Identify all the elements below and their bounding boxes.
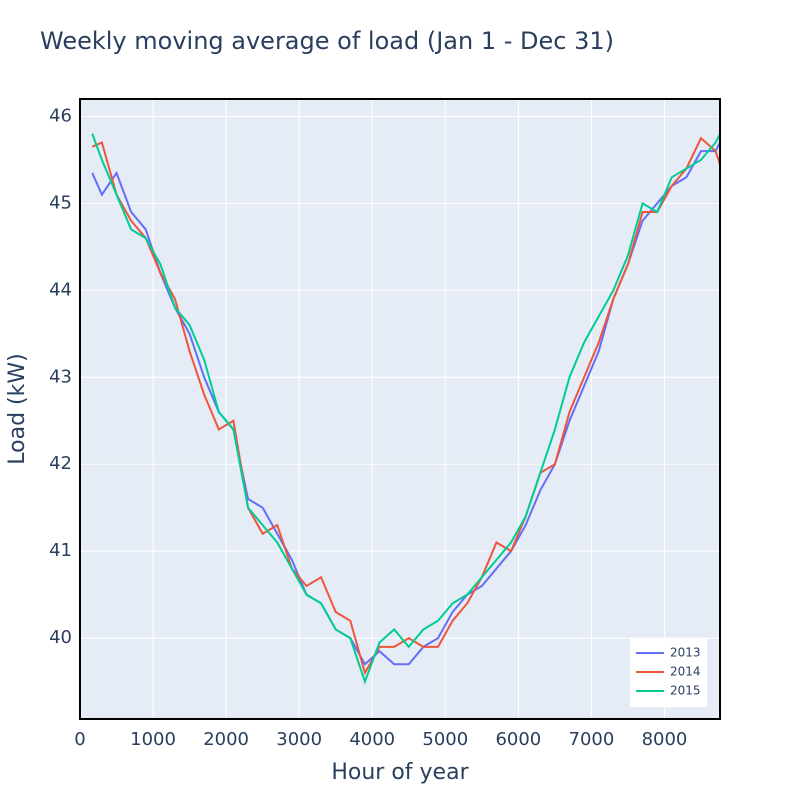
x-tick-label: 1000 [130, 729, 176, 750]
plot-area [80, 99, 720, 719]
x-tick-label: 7000 [569, 729, 615, 750]
legend: 2013 2014 2015 [630, 638, 707, 707]
y-tick-label: 46 [49, 105, 72, 126]
x-tick-label: 6000 [495, 729, 541, 750]
series-line [91, 136, 721, 676]
x-tick-label: 2000 [203, 729, 249, 750]
x-tick-label: 0 [74, 729, 85, 750]
y-axis-title: Load (kW) [5, 353, 30, 464]
legend-label: 2014 [670, 665, 701, 679]
y-tick-label: 45 [49, 192, 72, 213]
x-tick-label: 4000 [349, 729, 395, 750]
y-tick-label: 41 [49, 540, 72, 561]
legend-label: 2013 [670, 646, 701, 660]
plot-frame [79, 98, 721, 720]
legend-label: 2015 [670, 684, 701, 698]
x-tick-label: 3000 [276, 729, 322, 750]
y-tick-label: 40 [49, 627, 72, 648]
lines [91, 133, 721, 685]
y-tick-label: 43 [49, 366, 72, 387]
y-tick-label: 42 [49, 453, 72, 474]
x-tick-label: 5000 [422, 729, 468, 750]
grid [79, 99, 720, 719]
x-tick-label: 8000 [642, 729, 688, 750]
chart-title: Weekly moving average of load (Jan 1 - D… [40, 27, 614, 55]
y-tick-label: 44 [49, 279, 72, 300]
x-axis-title: Hour of year [331, 760, 469, 785]
series-line [91, 133, 721, 685]
